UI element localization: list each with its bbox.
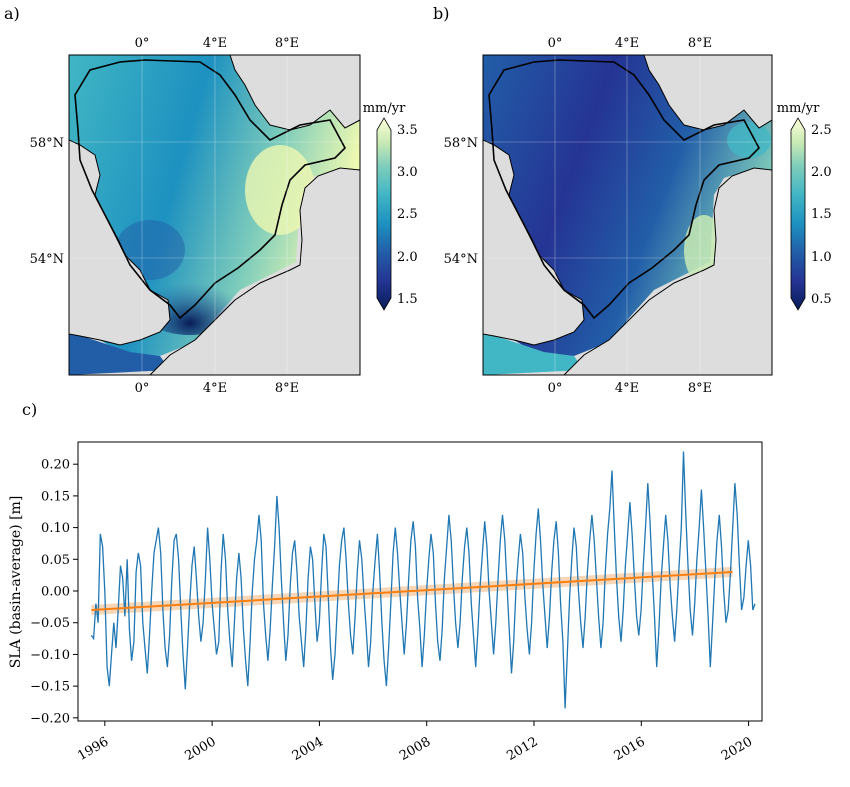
sla-timeseries-chart: SLA (basin-average) [m] 0.20 0.15 0.10 0.05… [8, 441, 763, 764]
y-tick-label: 0.20 [41, 458, 70, 473]
y-tick-label: 0.15 [41, 489, 70, 504]
graticule [69, 55, 360, 375]
plot-frame [77, 441, 763, 722]
colorbar-a-tick: 1.5 [397, 292, 418, 307]
y-tick-label: 0.05 [41, 553, 70, 568]
colorbar-b-tick: 1.0 [811, 250, 832, 265]
colorbar-b-unit: mm/yr [777, 101, 820, 116]
colorbar-b-tick: 2.5 [811, 123, 832, 138]
colorbar-a-tick: 3.0 [397, 165, 418, 180]
y-tick-label: −0.15 [30, 680, 70, 695]
map-a-bottom-lon-1: 4°E [203, 381, 227, 396]
map-a-top-lon-2: 8°E [275, 36, 299, 51]
continent [149, 167, 360, 375]
basin-outline [488, 59, 760, 320]
x-tick-label: 2012 [504, 734, 540, 764]
map-b-lat-0: 58°N [444, 136, 478, 151]
map-a-bottom-lon-0: 0° [135, 381, 150, 396]
panel-label-b: b) [433, 4, 450, 23]
trend-line [91, 570, 733, 612]
colorbar-b-tick: 1.5 [811, 207, 832, 222]
colorbar-b-tick: 0.5 [811, 292, 832, 307]
sla-series-line [90, 451, 756, 709]
map-b-bottom-lon-0: 0° [548, 381, 563, 396]
colorbar-a-tick: 2.0 [397, 250, 418, 265]
map-b-lat-1: 54°N [444, 252, 478, 267]
y-axis: 0.20 0.15 0.10 0.05 0.00 −0.05 −0.10 −0.15 −0.20 [30, 458, 78, 726]
sea-bright-east [245, 145, 315, 235]
map-b-top-lon-2: 8°E [688, 36, 712, 51]
map-b-bottom-lon-2: 8°E [688, 381, 712, 396]
colorbar-b [790, 117, 806, 311]
colorbar-a-ticks: 3.5 3.0 2.5 2.0 1.5 [397, 123, 418, 307]
sea-skagerrak [727, 122, 771, 158]
basin-outline [74, 59, 346, 320]
y-tick-label: −0.10 [30, 648, 70, 663]
y-tick-label: 0.00 [41, 585, 70, 600]
norway [643, 55, 772, 131]
panel-label-c: c) [22, 400, 38, 419]
map-b-top-lon-0: 0° [548, 36, 563, 51]
x-tick-label: 2016 [612, 734, 648, 764]
colorbar-b-tick: 2.0 [811, 165, 832, 180]
map-b-frame [482, 54, 773, 376]
colorbar-a-tick: 2.5 [397, 207, 418, 222]
y-tick-label: 0.10 [41, 521, 70, 536]
map-a-top-lon-1: 4°E [203, 36, 227, 51]
y-axis-label: SLA (basin-average) [m] [8, 496, 24, 669]
colorbar-a [376, 117, 392, 311]
map-b-top-lon-1: 4°E [615, 36, 639, 51]
norway [229, 55, 360, 131]
map-b-bottom-lon-1: 4°E [615, 381, 639, 396]
map-a-top-lon-0: 0° [135, 36, 150, 51]
map-a-frame [68, 54, 361, 376]
map-a-lat-1: 54°N [30, 252, 64, 267]
x-tick-label: 2008 [397, 734, 433, 764]
map-a-lat-0: 58°N [30, 136, 64, 151]
colorbar-b-ticks: 2.5 2.0 1.5 1.0 0.5 [811, 123, 832, 307]
x-tick-label: 2000 [182, 734, 218, 764]
graticule [483, 55, 772, 375]
x-axis: 1996 2000 2004 2008 2012 2016 2020 [75, 721, 755, 764]
x-tick-label: 2020 [719, 734, 755, 764]
map-a: 0° 4°E 8°E 0° 4°E 8°E 58°N 54°N mm/yr 3.… [30, 36, 418, 396]
colorbar-a-unit: mm/yr [363, 101, 406, 116]
sea-channel [69, 332, 170, 375]
x-tick-label: 1996 [75, 734, 111, 764]
panel-label-a: a) [4, 4, 20, 23]
map-a-bottom-lon-2: 8°E [275, 381, 299, 396]
colorbar-a-tick: 3.5 [397, 123, 418, 138]
y-tick-label: −0.05 [30, 616, 70, 631]
sea-channel [483, 332, 584, 375]
x-tick-label: 2004 [290, 734, 326, 764]
continent [563, 167, 772, 375]
y-tick-label: −0.20 [30, 711, 70, 726]
plot-area [90, 451, 756, 709]
map-b: 0° 4°E 8°E 0° 4°E 8°E 58°N 54°N mm/yr 2.… [444, 36, 832, 396]
